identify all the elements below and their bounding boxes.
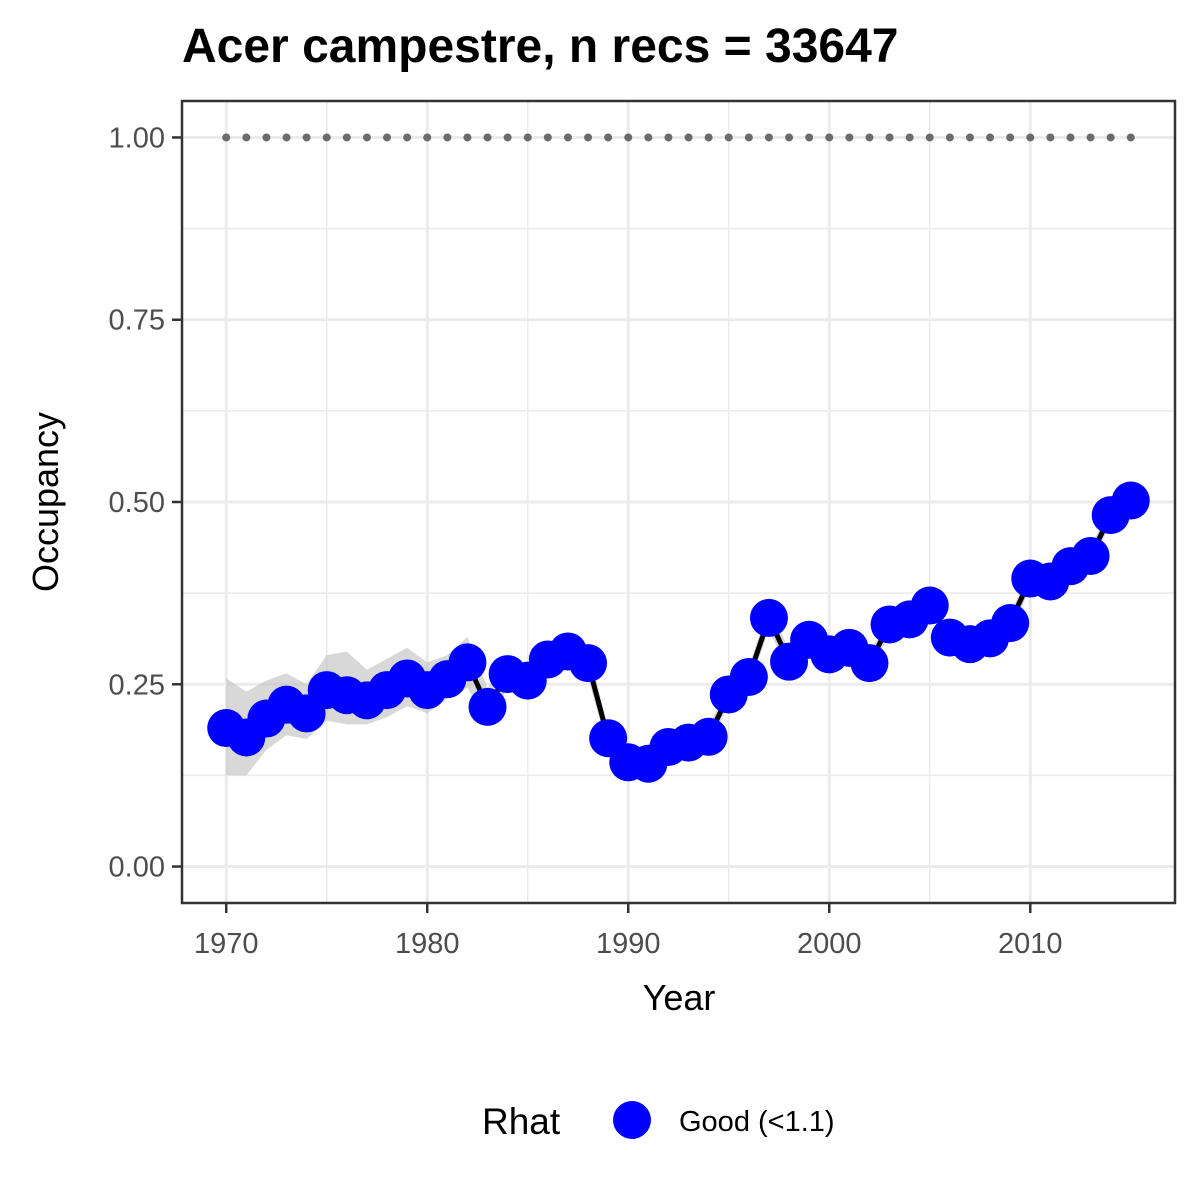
data-point: [569, 644, 608, 683]
reference-dot: [604, 133, 613, 142]
reference-dot: [383, 133, 392, 142]
reference-dot: [584, 133, 593, 142]
reference-dot: [1126, 133, 1135, 142]
x-axis-title: Year: [643, 977, 716, 1018]
data-point: [850, 644, 889, 683]
reference-dot: [563, 133, 572, 142]
data-point: [468, 687, 507, 726]
chart-title: Acer campestre, n recs = 33647: [182, 20, 898, 73]
data-point: [448, 643, 487, 682]
x-tick-label: 2010: [998, 928, 1063, 960]
reference-dot: [785, 133, 794, 142]
reference-dot: [1066, 133, 1075, 142]
reference-dot: [825, 133, 834, 142]
reference-dot: [443, 133, 452, 142]
reference-dot: [302, 133, 311, 142]
data-point: [749, 598, 788, 637]
x-tick-label: 1980: [395, 928, 460, 960]
reference-dot: [342, 133, 351, 142]
reference-dot: [523, 133, 532, 142]
reference-dot: [986, 133, 995, 142]
reference-line-layer: [222, 133, 1135, 142]
reference-dot: [262, 133, 271, 142]
reference-dot: [704, 133, 713, 142]
reference-dot: [1086, 133, 1095, 142]
reference-dot: [403, 133, 412, 142]
x-tick-label: 1970: [194, 928, 259, 960]
reference-dot: [644, 133, 653, 142]
y-tick-label: 0.75: [109, 305, 165, 337]
reference-dot: [965, 133, 974, 142]
reference-dot: [483, 133, 492, 142]
data-point: [1071, 536, 1110, 575]
data-point: [729, 657, 768, 696]
reference-dot: [624, 133, 633, 142]
reference-dot: [925, 133, 934, 142]
reference-dot: [724, 133, 733, 142]
reference-dot: [744, 133, 753, 142]
reference-dot: [764, 133, 773, 142]
legend: Rhat Good (<1.1): [482, 1101, 835, 1142]
data-point: [1111, 481, 1150, 520]
data-point: [991, 604, 1030, 643]
reference-dot: [1026, 133, 1035, 142]
reference-dot: [282, 133, 291, 142]
y-axis-title: Occupancy: [25, 412, 66, 592]
reference-dot: [543, 133, 552, 142]
legend-key-good: [613, 1101, 651, 1139]
reference-dot: [503, 133, 512, 142]
reference-dot: [322, 133, 331, 142]
reference-dot: [905, 133, 914, 142]
reference-dot: [664, 133, 673, 142]
data-point: [910, 586, 949, 625]
y-axis: 0.00 0.25 0.50 0.75 1.00: [109, 122, 182, 884]
x-axis: 1970 1980 1990 2000 2010: [194, 903, 1063, 960]
y-tick-label: 0.00: [109, 852, 165, 884]
reference-dot: [423, 133, 432, 142]
y-tick-label: 0.25: [109, 669, 165, 701]
reference-dot: [945, 133, 954, 142]
y-tick-label: 1.00: [109, 122, 165, 154]
reference-dot: [463, 133, 472, 142]
reference-dot: [885, 133, 894, 142]
reference-dot: [222, 133, 231, 142]
reference-dot: [1106, 133, 1115, 142]
reference-dot: [865, 133, 874, 142]
reference-dot: [684, 133, 693, 142]
data-point: [689, 717, 728, 756]
legend-label-good: Good (<1.1): [679, 1106, 835, 1138]
legend-title: Rhat: [482, 1101, 561, 1142]
y-tick-label: 0.50: [109, 487, 165, 519]
reference-dot: [805, 133, 814, 142]
reference-dot: [1046, 133, 1055, 142]
reference-dot: [1006, 133, 1015, 142]
reference-dot: [242, 133, 251, 142]
x-tick-label: 2000: [797, 928, 862, 960]
x-tick-label: 1990: [596, 928, 661, 960]
data-points: [207, 481, 1150, 783]
reference-dot: [362, 133, 371, 142]
reference-dot: [845, 133, 854, 142]
